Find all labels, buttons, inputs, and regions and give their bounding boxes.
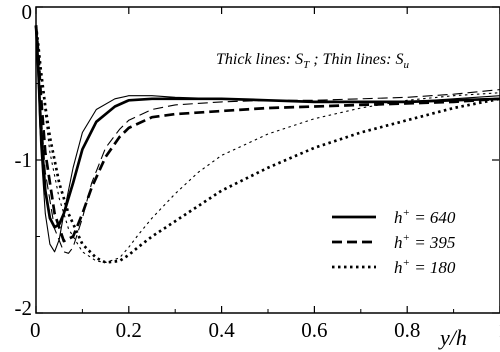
legend: h+ = 640 h+ = 395 h+ = 180 (332, 207, 456, 277)
x-tick-label: 0.4 (208, 318, 235, 342)
series-dashed-thick-line (34, 25, 500, 243)
series-layer (34, 25, 500, 264)
series-solid-thin-line (35, 29, 500, 253)
y-tick-label: -1 (15, 148, 33, 172)
series-dotted-thin-line (35, 25, 500, 264)
y-tick-label: -2 (15, 296, 33, 320)
legend-label: h+ = 395 (394, 232, 455, 252)
annotation-thin-symbol: S (395, 51, 403, 68)
x-tick-label: 0.2 (116, 318, 142, 342)
annotation-thin-prefix: Thin lines (323, 51, 387, 68)
series-dotted-thick-line (34, 25, 500, 264)
x-tick-label: 0.8 (394, 318, 420, 342)
legend-label: h+ = 640 (394, 207, 456, 227)
x-tick-label: 0.6 (301, 318, 327, 342)
legend-label: h+ = 180 (394, 257, 456, 277)
annotation-thick-prefix: Thick lines (216, 51, 286, 68)
annotation-thin-subscript: u (403, 59, 409, 71)
tick-layer: 0 0.2 0.4 0.6 0.8 1 0 -1 -2 (15, 0, 500, 342)
annotation-thick-subscript: T (303, 59, 310, 71)
x-tick-label: 1 (498, 318, 500, 342)
x-axis-label: y/h (438, 325, 467, 350)
x-tick-label: 0 (30, 318, 41, 342)
annotation-thick-symbol: S (295, 51, 303, 68)
annotation-text: Thick lines: ST ; Thin lines: Su (216, 51, 409, 71)
annotation-separator: ; (313, 51, 318, 68)
y-tick-label: 0 (22, 0, 33, 24)
series-dashed-thin-line (35, 29, 500, 254)
